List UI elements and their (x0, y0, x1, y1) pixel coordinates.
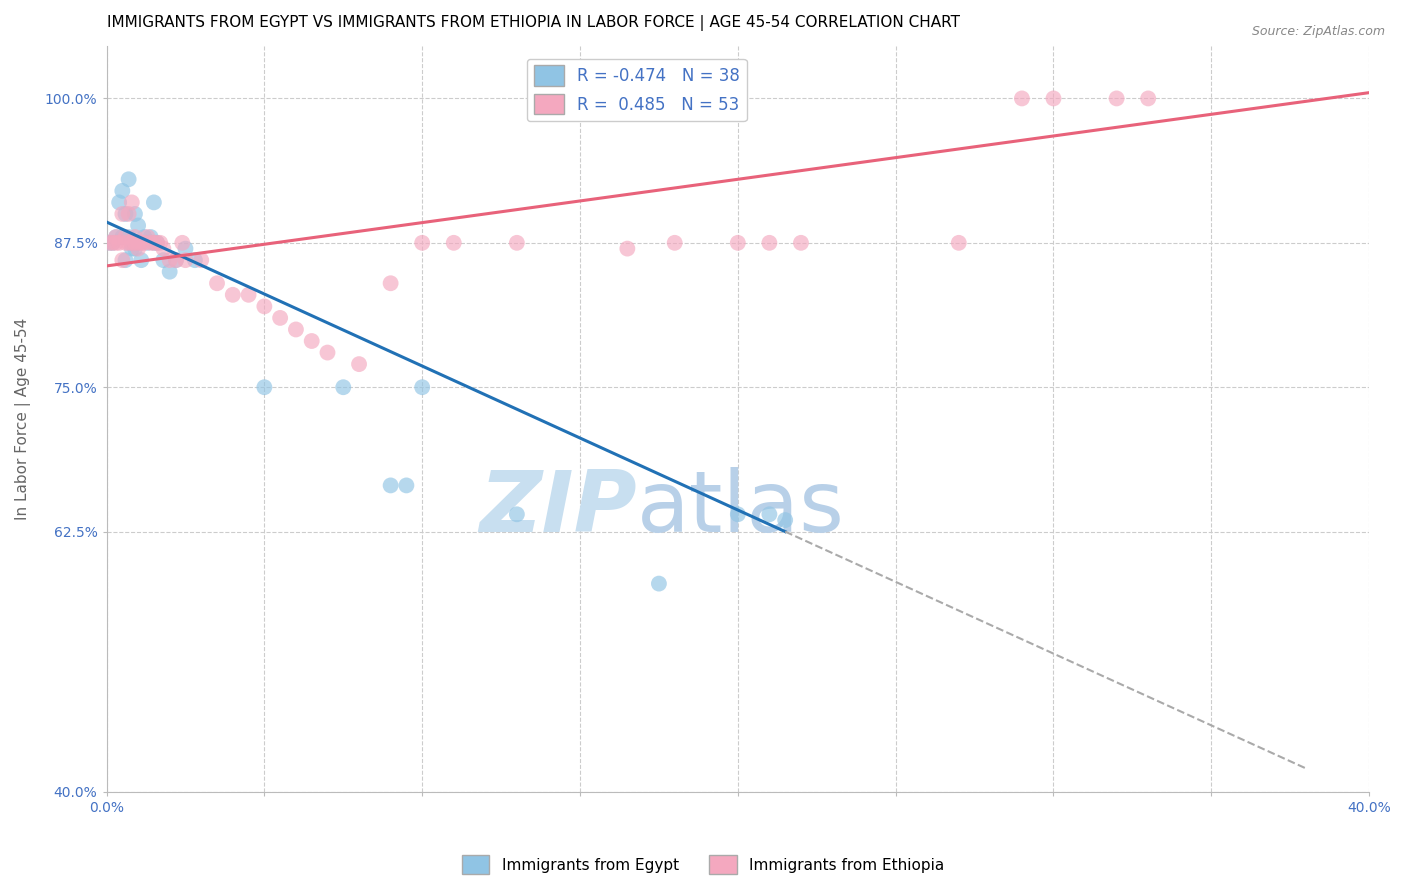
Point (146, 235, 169, 250)
Point (165, 253, 187, 268)
Point (105, 230, 128, 244)
Point (190, 253, 212, 268)
Point (727, 235, 749, 250)
Point (121, 242, 143, 256)
Point (105, 235, 128, 250)
Point (129, 235, 152, 250)
Point (105, 230, 128, 244)
Point (142, 235, 165, 250)
Text: atlas: atlas (637, 467, 845, 549)
Point (111, 253, 134, 268)
Point (139, 230, 162, 244)
Point (111, 184, 134, 198)
Point (117, 230, 139, 244)
Text: IMMIGRANTS FROM EGYPT VS IMMIGRANTS FROM ETHIOPIA IN LABOR FORCE | AGE 45-54 COR: IMMIGRANTS FROM EGYPT VS IMMIGRANTS FROM… (107, 15, 959, 31)
Point (134, 230, 156, 244)
Point (101, 235, 124, 250)
Point (1105, 91, 1128, 105)
Point (111, 207, 134, 221)
Point (506, 508, 529, 522)
Point (172, 235, 194, 250)
Point (114, 235, 136, 250)
Point (117, 207, 139, 221)
Point (134, 235, 156, 250)
Point (506, 235, 529, 250)
Point (395, 478, 418, 492)
Point (380, 277, 402, 291)
Point (411, 235, 433, 250)
Text: Source: ZipAtlas.com: Source: ZipAtlas.com (1251, 25, 1385, 38)
Point (616, 242, 638, 256)
Point (758, 235, 780, 250)
Point (332, 380, 354, 394)
Point (174, 253, 197, 268)
Point (114, 253, 136, 268)
Point (139, 235, 162, 250)
Point (136, 230, 159, 244)
Point (142, 195, 165, 210)
Point (124, 235, 146, 250)
Legend: Immigrants from Egypt, Immigrants from Ethiopia: Immigrants from Egypt, Immigrants from E… (456, 849, 950, 880)
Point (149, 235, 172, 250)
Point (114, 230, 136, 244)
Point (117, 172, 139, 186)
Point (121, 235, 143, 250)
Point (101, 235, 124, 250)
Point (127, 219, 149, 233)
Point (758, 508, 780, 522)
Text: ZIP: ZIP (479, 467, 637, 549)
Point (121, 195, 143, 210)
Y-axis label: In Labor Force | Age 45-54: In Labor Force | Age 45-54 (15, 318, 31, 520)
Point (253, 380, 276, 394)
Point (205, 277, 228, 291)
Legend: R = -0.474   N = 38, R =  0.485   N = 53: R = -0.474 N = 38, R = 0.485 N = 53 (527, 59, 747, 120)
Point (648, 576, 671, 591)
Point (443, 235, 465, 250)
Point (411, 380, 433, 394)
Point (136, 235, 159, 250)
Point (159, 253, 181, 268)
Point (152, 242, 174, 256)
Point (127, 235, 149, 250)
Point (111, 230, 134, 244)
Point (159, 265, 181, 279)
Point (98, 235, 121, 250)
Point (108, 235, 131, 250)
Point (124, 230, 146, 244)
Point (347, 357, 370, 371)
Point (238, 288, 260, 302)
Point (127, 242, 149, 256)
Point (301, 334, 323, 348)
Point (146, 235, 169, 250)
Point (165, 253, 187, 268)
Point (380, 478, 402, 492)
Point (129, 253, 152, 268)
Point (253, 299, 276, 313)
Point (127, 235, 149, 250)
Point (284, 322, 307, 336)
Point (773, 513, 796, 527)
Point (316, 345, 339, 359)
Point (1137, 91, 1160, 105)
Point (222, 288, 245, 302)
Point (117, 235, 139, 250)
Point (948, 235, 970, 250)
Point (108, 195, 131, 210)
Point (98, 235, 121, 250)
Point (121, 235, 143, 250)
Point (174, 242, 197, 256)
Point (124, 242, 146, 256)
Point (184, 253, 207, 268)
Point (124, 207, 146, 221)
Point (1042, 91, 1064, 105)
Point (1011, 91, 1033, 105)
Point (269, 310, 291, 325)
Point (152, 253, 174, 268)
Point (664, 235, 686, 250)
Point (142, 235, 165, 250)
Point (790, 235, 813, 250)
Point (114, 207, 136, 221)
Point (727, 508, 749, 522)
